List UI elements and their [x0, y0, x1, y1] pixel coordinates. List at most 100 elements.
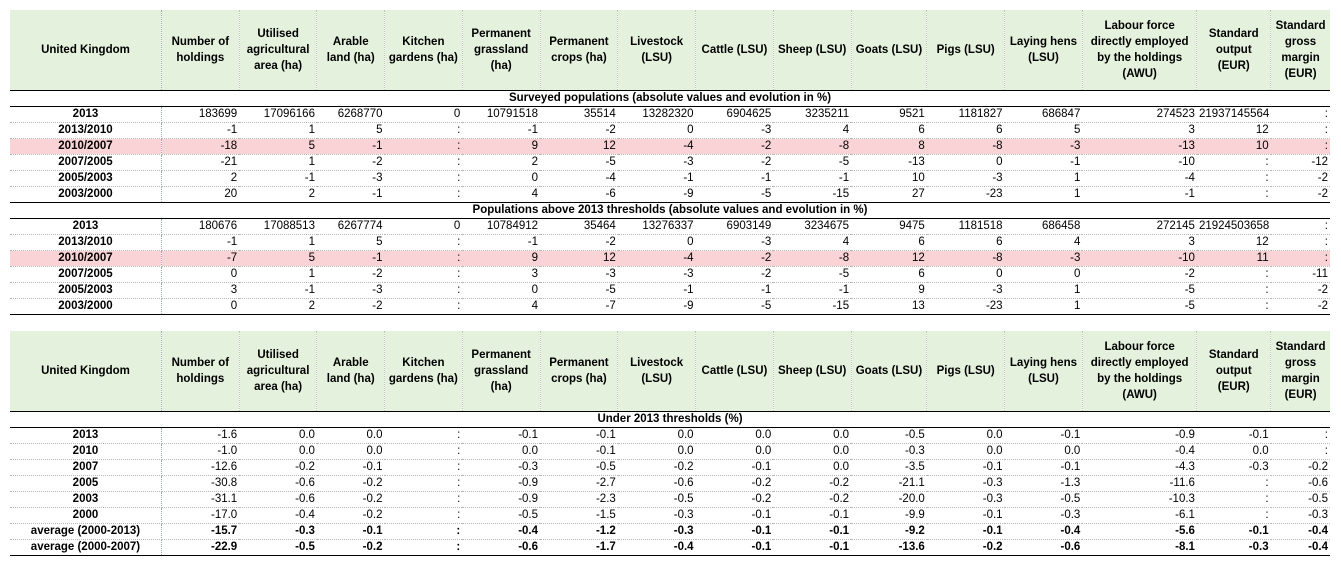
table-row: 2013 -1.6 0.0 0.0: -0.1 -0.1 0.0 0.0 0.0 -0.5 0.0-… [10, 427, 1330, 444]
column-header-livestock-lsu: Livestock (LSU) [617, 331, 697, 412]
table-cell: 4 [1004, 234, 1083, 251]
table-cell: : [384, 154, 463, 171]
table-cell: -1 [239, 282, 317, 299]
table-cell: -2 [695, 250, 774, 267]
table-cell: 13276337 [617, 218, 696, 235]
table-cell: 0.0 [773, 459, 852, 476]
table-cell: -0.6 [239, 475, 317, 492]
row-label: 2005/2003 [10, 170, 162, 187]
table-cell: -0.1 [695, 459, 774, 476]
table-cell: 2 [161, 170, 240, 187]
column-header-laying-hens-lsu: Laying hens (LSU) [1004, 331, 1083, 412]
table-cell: -2 [1270, 170, 1330, 187]
table-cell: : [384, 170, 463, 187]
table-cell: -0.4 [239, 507, 317, 524]
row-label: 2007 [10, 459, 162, 476]
table-cell: 0.0 [926, 427, 1005, 444]
table-cell: 0.0 [316, 427, 385, 444]
table-cell: 183699 [161, 106, 240, 123]
table-cell: 13 [851, 298, 927, 315]
table-cell: : [384, 459, 463, 476]
table-cell: 0 [617, 234, 696, 251]
table-cell: -0.9 [462, 475, 541, 492]
table-row: 2010/2007 -7 5 -1:9 12 -4 -2 -8 12 -8 -3 -10 11: [10, 250, 1330, 267]
column-header-standard-output-eur: Standard output (EUR) [1196, 331, 1272, 412]
table-cell: -8 [926, 250, 1005, 267]
column-header-permanent-crops-ha: Permanent crops (ha) [540, 10, 619, 91]
column-header-pigs-lsu: Pigs (LSU) [926, 10, 1006, 91]
table-cell: 13282320 [617, 106, 696, 123]
table-cell: 12 [1196, 234, 1271, 251]
table-row: 2005/2003 2 -1 -3:0 -4 -1 -1 -1 10 -3 1 -4: -2 [10, 170, 1330, 187]
table-cell: -23 [926, 298, 1005, 315]
table-cell: 0 [161, 266, 240, 283]
table-cell: -13 [851, 154, 927, 171]
table-cell: 3 [1082, 234, 1197, 251]
table-cell: 0.0 [617, 443, 696, 460]
table-cell: : [384, 443, 463, 460]
table-cell: -1 [773, 282, 852, 299]
table-row: 2013/2010 -1 1 5: -1 -2 0 -3 4 6 6 4 3 12: [10, 234, 1330, 251]
table-cell: -0.4 [1270, 539, 1330, 556]
table-row: 2013/2010 -1 1 5: -1 -2 0 -3 4 6 6 5 3 12: [10, 122, 1330, 139]
table-cell: -4 [617, 250, 696, 267]
table-cell: 10 [1196, 138, 1271, 155]
table-cell: : [1196, 170, 1271, 187]
table-cell: -21 [161, 154, 240, 171]
table-cell: -0.6 [462, 539, 541, 556]
table-cell: -2 [316, 266, 385, 283]
table-cell: -2 [695, 154, 774, 171]
table-cell: -0.5 [540, 459, 618, 476]
table-cell: -3 [617, 154, 696, 171]
table-cell: 3 [462, 266, 541, 283]
table-cell: -20.0 [851, 491, 927, 508]
table-cell: -31.1 [161, 491, 240, 508]
table-cell: -0.1 [695, 507, 774, 524]
table-cell: : [384, 507, 463, 524]
table-cell: -1.7 [540, 539, 618, 556]
table-row: 2010 -1.0 0.0 0.0:0.0 -0.1 0.0 0.0 0.0 -0.3 0.0 0.… [10, 443, 1330, 460]
table-cell: : [384, 186, 463, 203]
table-cell: -9.9 [851, 507, 927, 524]
table-cell: 0 [462, 170, 541, 187]
table-cell: 1 [1004, 170, 1083, 187]
table-cell: 0.0 [695, 443, 774, 460]
table-cell: 2 [239, 298, 317, 315]
table-cell: 4 [773, 122, 852, 139]
table-cell: 274523 [1082, 106, 1197, 123]
table-cell: : [384, 539, 463, 556]
row-label: 2013 [10, 106, 162, 123]
table-cell: -6 [540, 186, 618, 203]
table-cell: 2 [239, 186, 317, 203]
table-cell: 0.0 [773, 443, 852, 460]
table-cell: -2 [540, 122, 618, 139]
table-cell: : [384, 475, 463, 492]
table-row: 2005/2003 3 -1 -3:0 -5 -1 -1 -1 9 -3 1 -5: -2 [10, 282, 1330, 299]
row-label: 2010/2007 [10, 250, 162, 267]
table-cell: -3.5 [851, 459, 927, 476]
column-header-pigs-lsu: Pigs (LSU) [926, 331, 1006, 412]
table-cell: -4 [540, 170, 618, 187]
table-cell: -0.3 [1196, 459, 1271, 476]
table-cell: : [1196, 507, 1271, 524]
column-header-sheep-lsu: Sheep (LSU) [773, 331, 852, 412]
column-header-cattle-lsu: Cattle (LSU) [695, 10, 774, 91]
table-cell: 3 [161, 282, 240, 299]
table-cell: -3 [1004, 138, 1083, 155]
table-cell: -0.3 [617, 507, 696, 524]
table-cell: -2 [540, 234, 618, 251]
table-cell: -0.5 [1004, 491, 1083, 508]
table-cell: -0.5 [462, 507, 541, 524]
table-cell: -1 [316, 186, 385, 203]
table-cell: 6 [851, 234, 927, 251]
table-cell: -11 [1270, 266, 1330, 283]
table-row: 2013 183699 17096166 6268770 0 10791518 35514 1… [10, 106, 1330, 123]
table-cell: 9 [462, 250, 541, 267]
row-label: 2005 [10, 475, 162, 492]
table-cell: -12.6 [161, 459, 240, 476]
table-cell: -0.2 [316, 539, 385, 556]
row-label: 2013/2010 [10, 122, 162, 139]
table-cell: -0.1 [1196, 523, 1271, 540]
table-cell: -0.5 [617, 491, 696, 508]
table-row: 2007/2005 0 1 -2:3 -3 -3 -2 -5 6 0 0 -2: -11 [10, 266, 1330, 283]
